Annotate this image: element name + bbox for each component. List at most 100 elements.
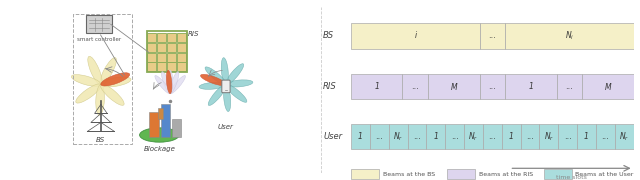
FancyBboxPatch shape (479, 74, 505, 99)
Text: ...: ... (564, 132, 572, 141)
FancyBboxPatch shape (502, 124, 520, 149)
Text: $M$: $M$ (450, 81, 458, 92)
FancyBboxPatch shape (161, 104, 170, 137)
Ellipse shape (100, 58, 116, 85)
Ellipse shape (226, 84, 247, 102)
Text: $N_r$: $N_r$ (619, 130, 629, 143)
Ellipse shape (225, 64, 244, 85)
Ellipse shape (76, 84, 101, 103)
Text: 1: 1 (584, 132, 589, 141)
FancyBboxPatch shape (351, 124, 370, 149)
FancyBboxPatch shape (167, 43, 176, 52)
Text: User: User (218, 124, 234, 130)
FancyBboxPatch shape (148, 112, 159, 137)
FancyBboxPatch shape (351, 23, 479, 49)
Text: ...: ... (451, 132, 459, 141)
FancyBboxPatch shape (447, 169, 476, 179)
FancyBboxPatch shape (157, 53, 166, 62)
FancyBboxPatch shape (388, 124, 408, 149)
Text: i: i (414, 31, 417, 40)
Text: 1: 1 (509, 132, 514, 141)
FancyBboxPatch shape (167, 62, 176, 71)
FancyBboxPatch shape (147, 33, 156, 42)
Text: Beams at the BS: Beams at the BS (383, 172, 435, 177)
Text: ...: ... (488, 132, 496, 141)
Ellipse shape (96, 85, 104, 115)
FancyBboxPatch shape (445, 124, 464, 149)
Text: ...: ... (488, 82, 496, 91)
Text: ...: ... (413, 132, 421, 141)
Ellipse shape (170, 76, 186, 94)
Text: RIS: RIS (323, 82, 337, 91)
Text: ...: ... (376, 132, 383, 141)
Ellipse shape (155, 76, 170, 94)
Ellipse shape (100, 73, 130, 86)
Text: $N_r$: $N_r$ (544, 130, 554, 143)
Text: ...: ... (488, 31, 496, 40)
FancyBboxPatch shape (86, 15, 111, 33)
Ellipse shape (166, 70, 172, 94)
FancyBboxPatch shape (351, 74, 403, 99)
Text: ...: ... (602, 132, 609, 141)
Ellipse shape (200, 74, 226, 85)
Ellipse shape (205, 67, 226, 85)
FancyBboxPatch shape (147, 53, 156, 62)
FancyBboxPatch shape (167, 33, 176, 42)
FancyBboxPatch shape (157, 33, 166, 42)
Text: time slots: time slots (556, 175, 587, 180)
Ellipse shape (168, 70, 173, 94)
FancyBboxPatch shape (167, 53, 176, 62)
FancyBboxPatch shape (479, 23, 505, 49)
Text: User: User (323, 132, 342, 141)
Text: RIS: RIS (188, 31, 200, 37)
Text: Beams at the User: Beams at the User (575, 172, 634, 177)
FancyBboxPatch shape (596, 124, 615, 149)
FancyBboxPatch shape (408, 124, 426, 149)
Text: $N_r$: $N_r$ (468, 130, 479, 143)
FancyBboxPatch shape (520, 124, 540, 149)
Text: $N_r$: $N_r$ (393, 130, 403, 143)
FancyBboxPatch shape (157, 108, 163, 119)
Text: Blockage: Blockage (143, 146, 175, 152)
FancyBboxPatch shape (177, 33, 186, 42)
FancyBboxPatch shape (615, 124, 634, 149)
Text: ...: ... (412, 82, 419, 91)
Text: 1: 1 (374, 82, 380, 91)
FancyBboxPatch shape (177, 43, 186, 52)
FancyBboxPatch shape (464, 124, 483, 149)
Ellipse shape (140, 128, 179, 142)
Text: smart controller: smart controller (77, 37, 121, 42)
Ellipse shape (71, 75, 101, 86)
Text: ...: ... (526, 132, 534, 141)
Ellipse shape (208, 84, 227, 105)
FancyBboxPatch shape (147, 62, 156, 71)
Ellipse shape (226, 80, 253, 87)
FancyBboxPatch shape (483, 124, 502, 149)
FancyBboxPatch shape (582, 74, 634, 99)
Text: $M$: $M$ (604, 81, 612, 92)
FancyBboxPatch shape (558, 124, 577, 149)
FancyBboxPatch shape (351, 169, 379, 179)
FancyBboxPatch shape (370, 124, 388, 149)
FancyBboxPatch shape (426, 124, 445, 149)
Text: 1: 1 (529, 82, 533, 91)
Text: ...: ... (566, 82, 573, 91)
FancyBboxPatch shape (505, 23, 634, 49)
Ellipse shape (101, 77, 131, 87)
Ellipse shape (161, 72, 171, 94)
FancyBboxPatch shape (403, 74, 428, 99)
Ellipse shape (88, 56, 102, 85)
Text: BS: BS (96, 137, 106, 143)
FancyBboxPatch shape (157, 62, 166, 71)
FancyBboxPatch shape (505, 74, 557, 99)
FancyBboxPatch shape (177, 62, 186, 71)
FancyBboxPatch shape (157, 43, 166, 52)
FancyBboxPatch shape (222, 80, 230, 93)
FancyBboxPatch shape (577, 124, 596, 149)
Text: BS: BS (323, 31, 334, 40)
Ellipse shape (100, 84, 124, 105)
Text: 1: 1 (433, 132, 438, 141)
FancyBboxPatch shape (172, 119, 181, 137)
FancyBboxPatch shape (147, 43, 156, 52)
Ellipse shape (221, 58, 228, 85)
